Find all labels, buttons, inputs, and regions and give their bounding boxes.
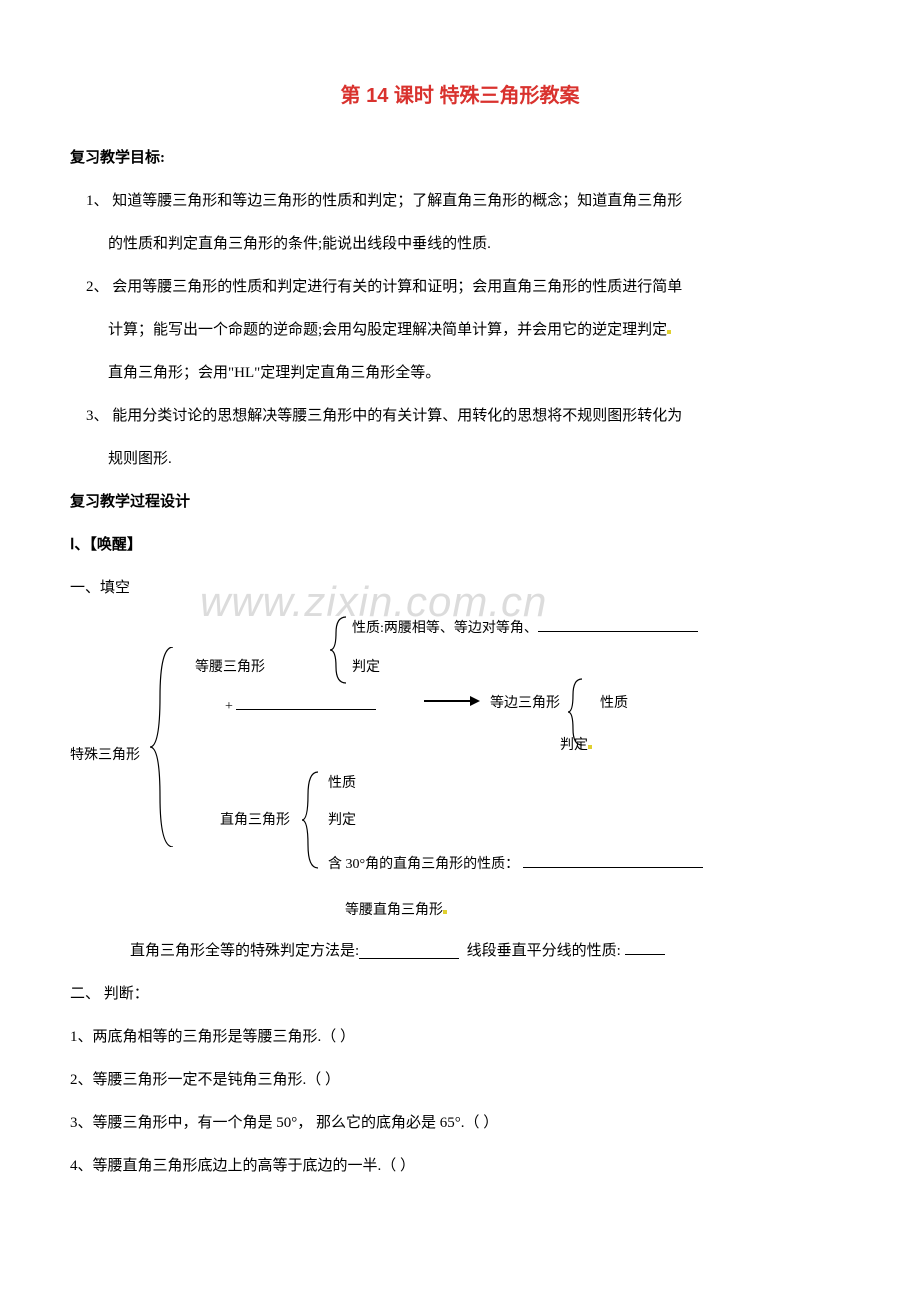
judge-3: 3、等腰三角形中，有一个角是 50°， 那么它的底角必是 65°.（ ）: [70, 1107, 850, 1140]
tree-iso-judge: 判定: [352, 657, 380, 679]
goal-2c: 直角三角形；会用"HL"定理判定直角三角形全等。: [70, 357, 850, 390]
brace-icon: [328, 615, 350, 685]
brace-icon: [148, 647, 178, 847]
yellow-dot-icon: [443, 910, 447, 914]
tree-iso-prop: 性质:两腰相等、等边对等角、: [352, 617, 698, 640]
tree-equi-prop: 性质: [600, 693, 628, 715]
goal-3b: 规则图形.: [70, 443, 850, 476]
brace-icon: [300, 770, 322, 870]
judge-4: 4、等腰直角三角形底边上的高等于底边的一半.（ ）: [70, 1150, 850, 1183]
yellow-dot-icon: [667, 330, 671, 334]
tree-rt-prop: 性质: [328, 773, 356, 795]
hl-line: 直角三角形全等的特殊判定方法是: 线段垂直平分线的性质:: [70, 935, 850, 968]
judge-heading: 二、 判断：: [70, 978, 850, 1011]
tree-equi-judge: 判定: [560, 735, 592, 757]
tree-root: 特殊三角形: [70, 745, 140, 767]
tree-isosceles: 等腰三角形: [195, 657, 265, 679]
yellow-dot-icon: [588, 745, 592, 749]
tree-right: 直角三角形: [220, 810, 290, 832]
fill-heading: 一、填空: [70, 572, 850, 605]
judge-2: 2、等腰三角形一定不是钝角三角形.（ ）: [70, 1064, 850, 1097]
section-1-heading: Ⅰ、【唤醒】: [70, 529, 850, 562]
tree-equilateral: 等边三角形: [490, 693, 560, 715]
tree-iso-rt: 等腰直角三角形: [345, 900, 447, 922]
concept-tree: 特殊三角形 等腰三角形 性质:两腰相等、等边对等角、 判定 + 等边三角形 性质…: [70, 615, 850, 925]
tree-rt-30: 含 30°角的直角三角形的性质：: [328, 853, 703, 876]
page-title: 第 14 课时 特殊三角形教案: [70, 80, 850, 112]
goal-2: 2、 会用等腰三角形的性质和判定进行有关的计算和证明；会用直角三角形的性质进行简…: [70, 271, 850, 304]
goals-heading: 复习教学目标:: [70, 142, 850, 175]
judge-1: 1、两底角相等的三角形是等腰三角形.（ ）: [70, 1021, 850, 1054]
arrow-icon: [422, 693, 482, 709]
goal-1b: 的性质和判定直角三角形的条件;能说出线段中垂线的性质.: [70, 228, 850, 261]
process-heading: 复习教学过程设计: [70, 486, 850, 519]
tree-plus: +: [225, 695, 376, 718]
goal-1: 1、 知道等腰三角形和等边三角形的性质和判定；了解直角三角形的概念；知道直角三角…: [70, 185, 850, 218]
goal-3: 3、 能用分类讨论的思想解决等腰三角形中的有关计算、用转化的思想将不规则图形转化…: [70, 400, 850, 433]
goal-2b: 计算；能写出一个命题的逆命题;会用勾股定理解决简单计算，并会用它的逆定理判定: [70, 314, 850, 347]
tree-rt-judge: 判定: [328, 810, 356, 832]
